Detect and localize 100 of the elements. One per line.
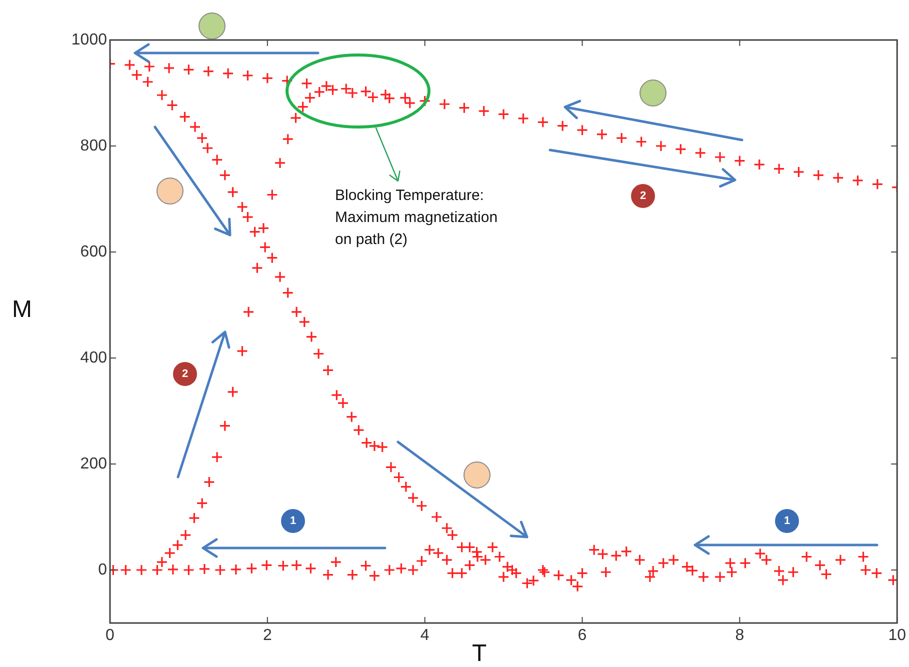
point	[352, 424, 365, 436]
point	[266, 188, 278, 201]
x-axis-title: T	[472, 640, 487, 667]
point	[222, 68, 234, 80]
y-axis-title: M	[12, 296, 32, 324]
point	[498, 108, 510, 120]
point	[203, 476, 215, 488]
point	[616, 132, 628, 144]
y-tick-label: 0	[98, 561, 108, 578]
point	[384, 92, 396, 104]
annotation: Blocking Temperature: Maximum magnetization on path (2)	[335, 186, 498, 250]
point	[792, 166, 805, 178]
point	[635, 136, 648, 148]
point	[576, 124, 588, 136]
point	[430, 511, 442, 523]
point	[478, 105, 490, 117]
point	[262, 72, 274, 84]
y-tick-label: 600	[80, 243, 108, 260]
point	[407, 492, 419, 504]
point	[346, 411, 358, 423]
point	[266, 252, 278, 264]
point	[188, 512, 200, 524]
point	[298, 316, 310, 328]
point	[290, 112, 302, 124]
x-tick-label: 6	[578, 627, 587, 644]
point	[300, 78, 313, 90]
point	[164, 547, 176, 559]
point	[556, 120, 568, 132]
y-tick-label: 1000	[71, 31, 108, 48]
point	[249, 226, 261, 238]
point	[219, 169, 231, 181]
point	[400, 480, 412, 493]
point	[236, 201, 248, 213]
point	[486, 541, 498, 554]
point	[242, 70, 254, 82]
point	[376, 441, 388, 453]
point	[714, 151, 726, 163]
point	[211, 154, 223, 166]
point	[458, 102, 470, 114]
x-tick-label: 2	[262, 627, 272, 644]
point	[259, 241, 271, 254]
point	[211, 451, 223, 463]
point	[385, 461, 397, 473]
point	[537, 116, 549, 128]
point	[156, 556, 168, 568]
annotation: 1	[775, 509, 799, 533]
point	[596, 128, 608, 140]
point	[832, 172, 844, 184]
y-tick-label: 200	[80, 455, 108, 472]
point	[156, 89, 168, 101]
point	[258, 222, 270, 234]
point	[144, 60, 156, 72]
point	[242, 211, 254, 223]
point	[416, 500, 428, 512]
point	[306, 331, 318, 343]
point	[172, 539, 184, 551]
point	[314, 86, 326, 98]
point	[282, 287, 294, 299]
point	[297, 100, 309, 113]
point	[734, 155, 746, 167]
point	[236, 345, 248, 357]
point	[655, 140, 667, 152]
point	[393, 471, 405, 484]
annotation: 2	[631, 184, 655, 208]
point	[274, 157, 286, 169]
point	[528, 574, 540, 586]
point	[852, 174, 864, 186]
y-tick-label: 400	[80, 349, 108, 366]
point	[281, 75, 293, 87]
point	[537, 564, 549, 576]
point	[202, 142, 214, 154]
x-tick-label: 8	[735, 627, 744, 644]
point	[166, 99, 178, 111]
y-tick-label: 800	[80, 137, 108, 154]
point	[178, 111, 191, 123]
x-tick-label: 4	[420, 627, 430, 644]
point	[196, 132, 208, 144]
point	[694, 147, 706, 159]
point	[438, 98, 450, 110]
point	[322, 364, 334, 376]
point	[180, 529, 192, 541]
point	[189, 121, 201, 133]
point	[202, 65, 214, 78]
point	[380, 88, 392, 100]
point	[196, 497, 208, 510]
point	[282, 133, 294, 145]
point	[312, 348, 324, 360]
point	[304, 92, 316, 104]
point	[517, 112, 530, 124]
point	[510, 567, 522, 579]
point	[130, 69, 143, 81]
point	[226, 386, 239, 398]
x-tick-label: 10	[888, 627, 906, 644]
annotation: 1	[281, 509, 305, 533]
point	[251, 262, 263, 274]
point	[674, 143, 686, 155]
point	[274, 271, 286, 283]
point	[163, 62, 175, 74]
point	[812, 169, 824, 181]
point	[124, 59, 136, 71]
